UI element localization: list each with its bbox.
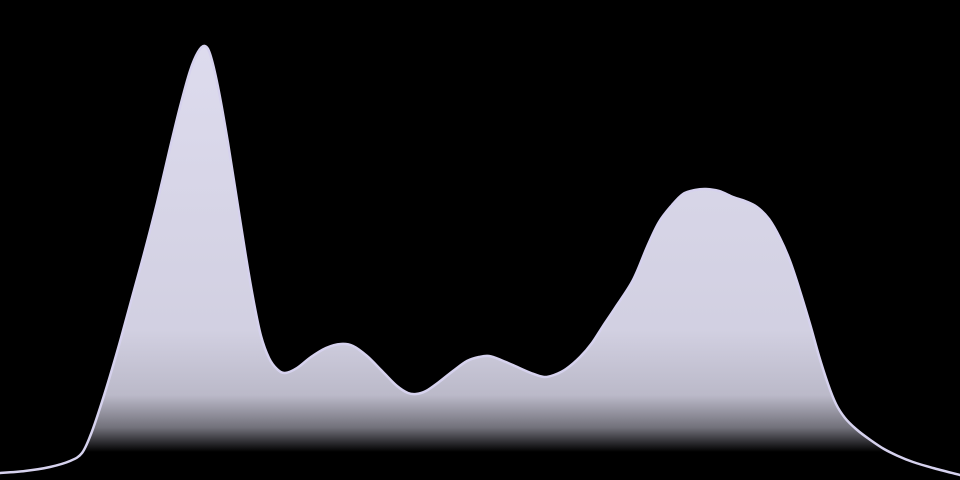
density-curve-line (0, 44, 960, 477)
density-area-fill (0, 45, 960, 480)
